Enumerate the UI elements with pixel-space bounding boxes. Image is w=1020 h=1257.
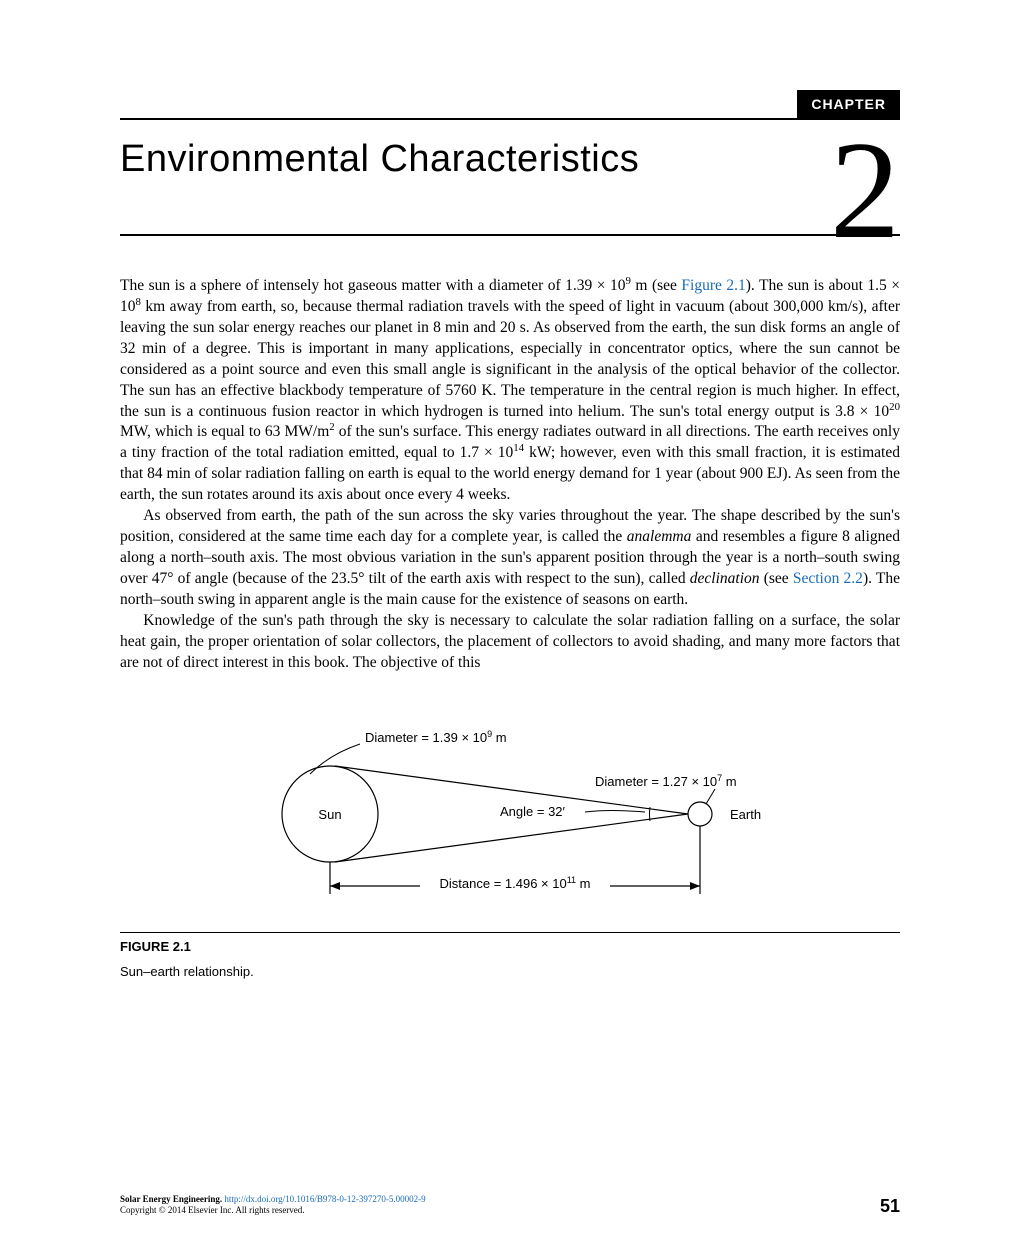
earth-label-pointer: [706, 789, 715, 804]
sun-diameter-label: Diameter = 1.39 × 109 m: [365, 729, 507, 745]
sun-label-pointer: [310, 744, 360, 774]
chapter-number: 2: [830, 128, 900, 254]
angle-label: Angle = 32′: [500, 804, 566, 819]
figure-caption: Sun–earth relationship.: [120, 964, 900, 979]
section-link[interactable]: Section 2.2: [793, 570, 863, 587]
term-declination: declination: [690, 570, 760, 587]
ray-bottom: [335, 814, 688, 862]
arrow-right: [690, 882, 700, 890]
figure-label: FIGURE 2.1: [120, 932, 900, 954]
paragraph-2: As observed from earth, the path of the …: [120, 506, 900, 611]
term-analemma: analemma: [627, 528, 692, 545]
arrow-left: [330, 882, 340, 890]
earth-circle: [688, 802, 712, 826]
text: m (see: [631, 277, 682, 294]
text: MW, which is equal to 63 MW/m: [120, 423, 329, 440]
header-rule-bottom: [120, 234, 900, 236]
chapter-title: Environmental Characteristics: [120, 138, 639, 181]
sun-label: Sun: [318, 807, 341, 822]
earth-label: Earth: [730, 807, 761, 822]
figure-2-1: Diameter = 1.39 × 109 m Sun Earth Diamet…: [120, 724, 900, 979]
footer-left: Solar Energy Engineering. http://dx.doi.…: [120, 1194, 426, 1217]
sun-earth-diagram: Diameter = 1.39 × 109 m Sun Earth Diamet…: [250, 724, 770, 914]
figure-link[interactable]: Figure 2.1: [681, 277, 745, 294]
footer: Solar Energy Engineering. http://dx.doi.…: [120, 1194, 900, 1217]
text: km away from earth, so, because thermal …: [120, 298, 900, 420]
footer-doi-link[interactable]: http://dx.doi.org/10.1016/B978-0-12-3972…: [224, 1194, 425, 1204]
superscript: 20: [889, 400, 900, 412]
page-number: 51: [880, 1196, 900, 1217]
footer-book-title: Solar Energy Engineering.: [120, 1194, 222, 1204]
earth-diameter-label: Diameter = 1.27 × 107 m: [595, 773, 737, 789]
page: CHAPTER Environmental Characteristics 2 …: [0, 0, 1020, 1257]
text: (see: [760, 570, 793, 587]
superscript: 14: [513, 442, 524, 454]
text: The sun is a sphere of intensely hot gas…: [120, 277, 626, 294]
footer-copyright: Copyright © 2014 Elsevier Inc. All right…: [120, 1205, 305, 1215]
angle-pointer: [585, 810, 645, 812]
body-text: The sun is a sphere of intensely hot gas…: [120, 276, 900, 674]
text: Knowledge of the sun's path through the …: [120, 612, 900, 671]
paragraph-3: Knowledge of the sun's path through the …: [120, 611, 900, 674]
paragraph-1: The sun is a sphere of intensely hot gas…: [120, 276, 900, 506]
